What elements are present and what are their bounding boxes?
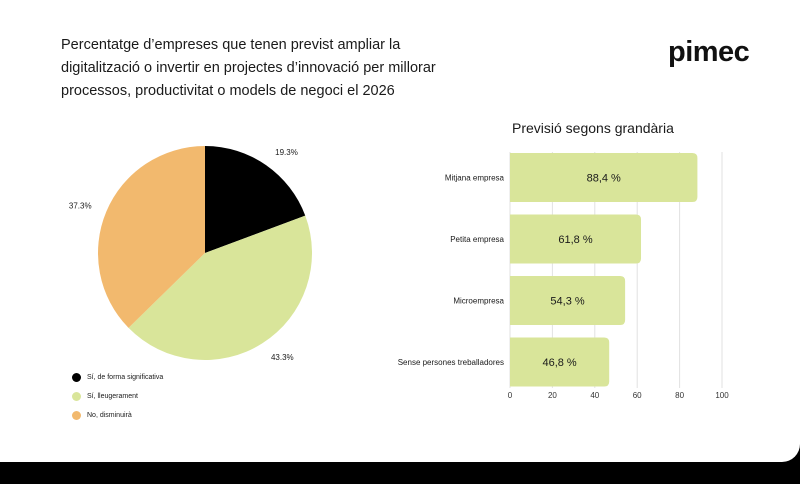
chart-title: Percentatge d’empreses que tenen previst…: [61, 37, 436, 99]
x-tick-label: 100: [715, 391, 729, 400]
pie-value-label: 19.3%: [275, 148, 298, 157]
bar: [510, 276, 626, 325]
bar-value-label: 46,8 %: [542, 357, 576, 369]
bar: [510, 214, 642, 264]
legend-label: Sí, de forma significativa: [87, 374, 164, 381]
pie-value-label: 37.3%: [69, 201, 92, 210]
bar-value-label: 54,3 %: [550, 296, 584, 308]
legend-swatch: [72, 373, 81, 382]
category-label: Microempresa: [453, 297, 504, 306]
charts-svg: 19.3% 43.3% 37.3% 0 20 40 60 80 100 88,4 % Mitjana…: [69, 146, 729, 400]
legend-swatch: [72, 392, 81, 401]
bar-value-label: 88,4 %: [587, 173, 621, 185]
pie-legend: Sí, de forma significativa Sí, lleugeram…: [72, 373, 163, 430]
bar-chart-title: Previsió segons grandària: [512, 120, 674, 136]
category-label: Sense persones treballadores: [398, 358, 504, 367]
pimec-logo: pimec: [668, 36, 750, 68]
pie-slice: [128, 215, 312, 360]
legend-item: Sí, lleugerament: [72, 392, 163, 401]
x-tick-label: 80: [675, 391, 684, 400]
category-label: Mitjana empresa: [445, 174, 505, 183]
legend-item: No, disminuirà: [72, 411, 163, 420]
category-label: Petita empresa: [450, 235, 504, 244]
x-tick-label: 20: [548, 391, 557, 400]
x-tick-label: 60: [633, 391, 642, 400]
bar-value-label: 61,8 %: [558, 234, 592, 246]
legend-label: No, disminuirà: [87, 412, 132, 419]
chart-card: Percentatge d’empreses que tenen previst…: [0, 0, 800, 462]
legend-swatch: [72, 411, 81, 420]
x-tick-label: 0: [508, 391, 513, 400]
pie-slice: [205, 146, 306, 253]
bar: [510, 153, 698, 202]
x-tick-label: 40: [590, 391, 599, 400]
pie-value-label: 43.3%: [271, 353, 294, 362]
pie-slice: [98, 146, 205, 328]
legend-label: Sí, lleugerament: [87, 393, 138, 400]
bar: [510, 337, 610, 387]
legend-item: Sí, de forma significativa: [72, 373, 163, 382]
